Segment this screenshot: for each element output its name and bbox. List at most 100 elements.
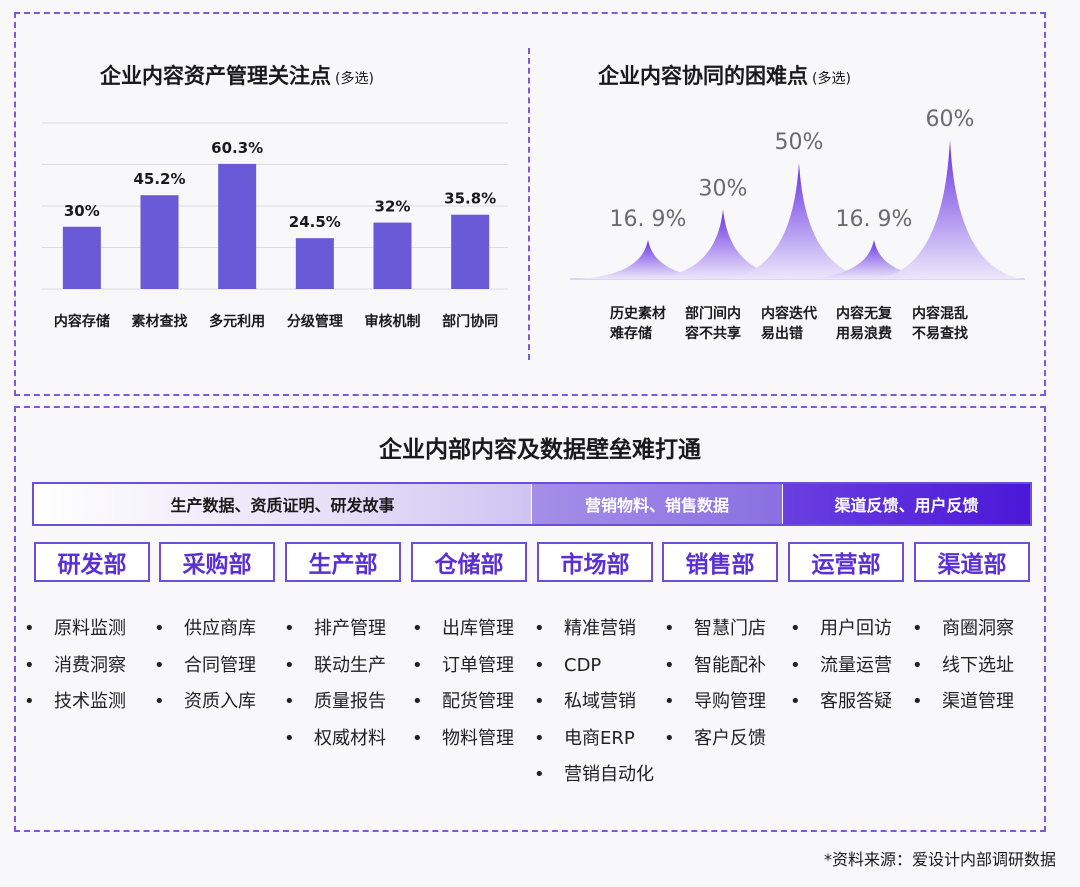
list-item: 技术监测 xyxy=(24,689,126,726)
bar-category-label: 分级管理 xyxy=(287,313,343,330)
peak-category-label: 内容混乱 xyxy=(912,305,968,322)
bar-value-label: 45.2% xyxy=(133,170,185,188)
bar xyxy=(218,163,257,289)
source-note: *资料来源：爱设计内部调研数据 xyxy=(823,850,1056,869)
list-item: 电商ERP xyxy=(534,726,654,763)
bar-category-label: 多元利用 xyxy=(209,313,265,330)
bar-category-label: 审核机制 xyxy=(365,313,421,330)
list-item: 质量报告 xyxy=(284,689,386,726)
department-box: 运营部 xyxy=(788,542,904,582)
band-marketing: 营销物料、销售数据 xyxy=(532,484,783,524)
peak-area xyxy=(576,239,720,279)
list-item: 渠道管理 xyxy=(912,689,1014,726)
bar-value-label: 35.8% xyxy=(444,190,496,208)
peak-value-label: 16. 9% xyxy=(610,207,687,232)
peak-value-label: 30% xyxy=(699,177,748,202)
list-item: 消费洞察 xyxy=(24,653,126,690)
bar-chart-title: 企业内容资产管理关注点 (多选) xyxy=(100,60,374,90)
list-item: 客户反馈 xyxy=(664,726,766,763)
bar-grid xyxy=(42,122,508,290)
peak-category-label: 不易查找 xyxy=(912,325,968,342)
band-production: 生产数据、资质证明、研发故事 xyxy=(34,484,532,524)
peak-category-label: 内容无复 xyxy=(836,305,893,322)
list-item: 线下选址 xyxy=(912,653,1014,690)
top-panel xyxy=(14,12,1046,396)
department-box: 市场部 xyxy=(537,542,653,582)
bottom-panel xyxy=(14,406,1046,832)
department-box: 渠道部 xyxy=(914,542,1030,582)
bar xyxy=(451,214,490,289)
list-item: 营销自动化 xyxy=(534,762,654,799)
department-item-list: 供应商库合同管理资质入库 xyxy=(154,616,256,726)
area-chart-subtitle: (多选) xyxy=(812,71,851,87)
peak-category-label: 易出错 xyxy=(761,325,803,342)
peak-category-label: 历史素材 xyxy=(610,305,666,322)
list-item: 排产管理 xyxy=(284,616,386,653)
list-item: 智慧门店 xyxy=(664,616,766,653)
list-item: 流量运营 xyxy=(790,653,892,690)
bar xyxy=(295,238,334,289)
bar xyxy=(140,195,179,289)
peak-category-label: 用易浪费 xyxy=(836,325,892,342)
department-item-list: 用户回访流量运营客服答疑 xyxy=(790,616,892,726)
peak-value-label: 50% xyxy=(775,130,824,155)
list-item: 私域营销 xyxy=(534,689,654,726)
area-chart-title-text: 企业内容协同的困难点 xyxy=(598,64,808,88)
bar-value-label: 32% xyxy=(375,198,411,216)
department-item-list: 出库管理订单管理配货管理物料管理 xyxy=(412,616,514,762)
bar-value-label: 60.3% xyxy=(211,139,263,157)
data-band: 生产数据、资质证明、研发故事 营销物料、销售数据 渠道反馈、用户反馈 xyxy=(32,482,1032,526)
bar-category-label: 部门协同 xyxy=(442,313,498,330)
bottom-title: 企业内部内容及数据壁垒难打通 xyxy=(379,437,701,463)
department-box: 销售部 xyxy=(662,542,778,582)
department-item-list: 商圈洞察线下选址渠道管理 xyxy=(912,616,1014,726)
list-item: 精准营销 xyxy=(534,616,654,653)
list-item: 出库管理 xyxy=(412,616,514,653)
bar xyxy=(373,222,412,289)
department-box: 生产部 xyxy=(285,542,401,582)
peak-area xyxy=(727,163,871,279)
peak-category-label: 内容迭代 xyxy=(761,305,817,322)
list-item: 联动生产 xyxy=(284,653,386,690)
list-item: 物料管理 xyxy=(412,726,514,763)
bar-value-label: 30% xyxy=(64,202,100,220)
department-box: 研发部 xyxy=(34,542,150,582)
peak-value-label: 60% xyxy=(926,107,975,132)
bar-value-label: 24.5% xyxy=(289,213,341,231)
panel-divider xyxy=(528,48,530,360)
peak-value-label: 16. 9% xyxy=(836,207,913,232)
department-item-list: 智慧门店智能配补导购管理客户反馈 xyxy=(664,616,766,762)
bar-chart-title-text: 企业内容资产管理关注点 xyxy=(100,64,331,88)
list-item: 资质入库 xyxy=(154,689,256,726)
list-item: CDP xyxy=(534,653,654,690)
list-item: 商圈洞察 xyxy=(912,616,1014,653)
peak-category-label: 部门间内 xyxy=(685,305,741,322)
bar-chart-subtitle: (多选) xyxy=(335,71,374,87)
list-item: 配货管理 xyxy=(412,689,514,726)
list-item: 订单管理 xyxy=(412,653,514,690)
list-item: 智能配补 xyxy=(664,653,766,690)
department-box: 采购部 xyxy=(159,542,275,582)
list-item: 导购管理 xyxy=(664,689,766,726)
department-item-list: 排产管理联动生产质量报告权威材料 xyxy=(284,616,386,762)
peak-category-label: 容不共享 xyxy=(684,325,741,342)
list-item: 客服答疑 xyxy=(790,689,892,726)
bar xyxy=(62,226,101,289)
list-item: 原料监测 xyxy=(24,616,126,653)
peak-area xyxy=(651,209,795,279)
peak-category-label: 难存储 xyxy=(609,325,652,342)
band-channel: 渠道反馈、用户反馈 xyxy=(783,484,1030,524)
bar-category-label: 内容存储 xyxy=(54,313,110,330)
department-box: 仓储部 xyxy=(411,542,527,582)
peak-area xyxy=(878,140,1022,279)
department-item-list: 精准营销CDP私域营销电商ERP营销自动化 xyxy=(534,616,654,799)
list-item: 权威材料 xyxy=(284,726,386,763)
list-item: 合同管理 xyxy=(154,653,256,690)
peak-area xyxy=(802,239,946,279)
area-chart-title: 企业内容协同的困难点 (多选) xyxy=(598,60,851,90)
list-item: 供应商库 xyxy=(154,616,256,653)
list-item: 用户回访 xyxy=(790,616,892,653)
department-item-list: 原料监测消费洞察技术监测 xyxy=(24,616,126,726)
